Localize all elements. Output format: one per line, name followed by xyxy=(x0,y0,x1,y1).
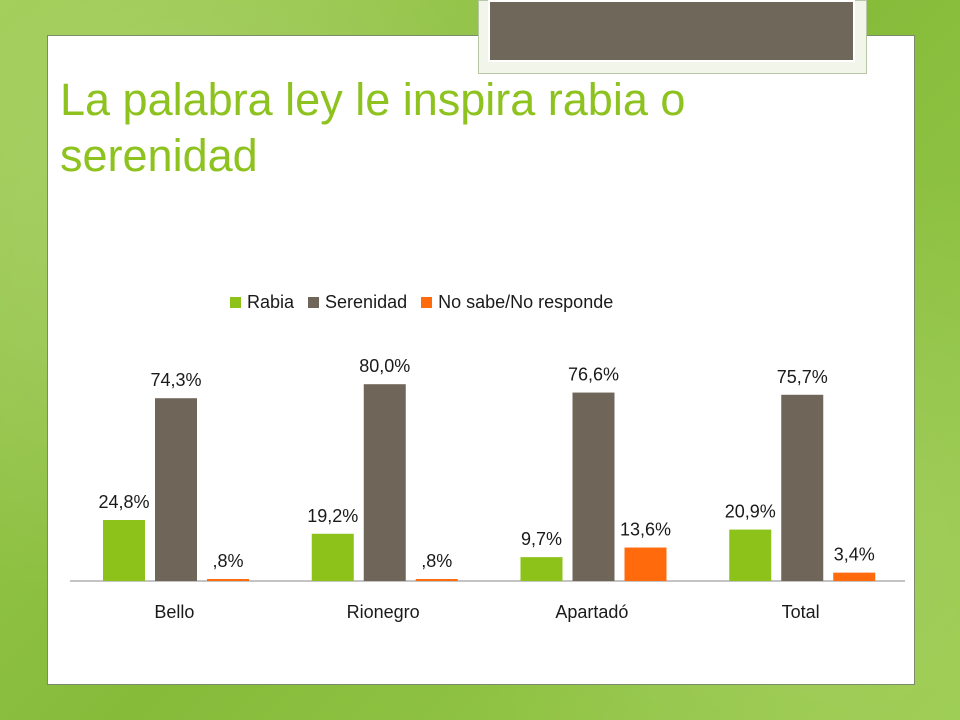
bar-0-1 xyxy=(311,533,354,581)
bar-2-1 xyxy=(415,579,458,581)
chart-legend: Rabia Serenidad No sabe/No responde xyxy=(230,290,613,314)
legend-swatch-rabia xyxy=(230,296,241,308)
bar-0-2 xyxy=(520,557,563,581)
legend-item-serenidad: Serenidad xyxy=(308,292,407,313)
data-label-2-2: 13,6% xyxy=(620,520,671,540)
data-label-0-1: 19,2% xyxy=(307,506,358,526)
slide-title: La palabra ley le inspira rabia o sereni… xyxy=(60,74,686,181)
bar-0-3 xyxy=(729,529,772,581)
legend-item-no-sabe: No sabe/No responde xyxy=(421,292,613,313)
bar-1-0 xyxy=(155,398,197,581)
bar-2-0 xyxy=(207,579,249,581)
legend-item-rabia: Rabia xyxy=(230,292,294,313)
legend-label-serenidad: Serenidad xyxy=(325,291,408,312)
category-label-3: Total xyxy=(782,602,820,622)
bar-1-2 xyxy=(572,392,615,581)
data-label-1-0: 74,3% xyxy=(150,370,201,390)
data-label-1-2: 76,6% xyxy=(568,365,619,385)
bar-2-2 xyxy=(624,547,667,581)
legend-label-rabia: Rabia xyxy=(247,291,295,312)
category-label-2: Apartadó xyxy=(555,602,628,622)
data-label-1-3: 75,7% xyxy=(777,367,828,387)
bar-1-1 xyxy=(363,384,406,581)
legend-swatch-serenidad xyxy=(308,296,320,308)
data-label-0-3: 20,9% xyxy=(725,502,776,522)
data-label-2-3: 3,4% xyxy=(834,545,875,565)
data-label-0-0: 24,8% xyxy=(98,492,149,512)
legend-swatch-no-sabe xyxy=(421,296,433,308)
category-label-1: Rionegro xyxy=(347,602,420,622)
legend-label-no-sabe: No sabe/No responde xyxy=(438,291,614,312)
data-label-1-1: 80,0% xyxy=(359,356,410,376)
data-label-2-0: ,8% xyxy=(212,551,243,571)
bar-0-0 xyxy=(103,519,145,581)
bar-2-3 xyxy=(833,572,876,581)
decorative-panel xyxy=(488,0,855,62)
bar-1-3 xyxy=(781,394,824,581)
data-label-2-1: ,8% xyxy=(421,551,452,571)
data-label-0-2: 9,7% xyxy=(521,529,562,549)
category-label-0: Bello xyxy=(154,602,194,622)
